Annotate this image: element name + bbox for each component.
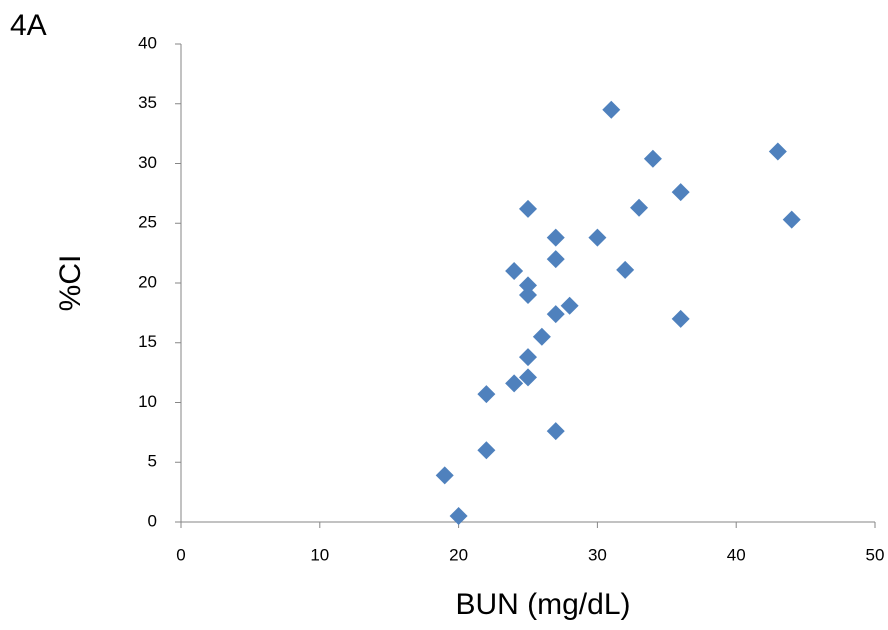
y-tick-label: 35 bbox=[138, 93, 157, 112]
y-tick-label: 0 bbox=[148, 511, 157, 530]
data-point bbox=[782, 210, 801, 229]
panel-label: 4A bbox=[10, 9, 47, 42]
data-point bbox=[546, 305, 565, 324]
data-point bbox=[519, 276, 537, 295]
y-tick-label: 30 bbox=[138, 153, 157, 172]
x-axis-title: BUN (mg/dL) bbox=[455, 588, 630, 621]
data-point bbox=[505, 374, 524, 393]
data-point bbox=[519, 368, 537, 387]
x-tick-label: 20 bbox=[449, 545, 468, 564]
y-tick-label: 40 bbox=[138, 33, 157, 52]
y-tick-label: 25 bbox=[138, 213, 157, 232]
data-point bbox=[602, 100, 621, 119]
data-point bbox=[505, 262, 524, 281]
data-point bbox=[546, 228, 565, 247]
data-point bbox=[519, 348, 537, 367]
data-point bbox=[671, 309, 690, 328]
y-tick-label: 10 bbox=[138, 392, 157, 411]
data-point bbox=[449, 507, 468, 526]
data-point bbox=[532, 327, 551, 346]
data-point bbox=[616, 260, 635, 279]
x-tick-label: 40 bbox=[727, 545, 746, 564]
data-point bbox=[546, 250, 565, 269]
data-point bbox=[560, 296, 579, 315]
data-point bbox=[477, 385, 496, 404]
data-point bbox=[671, 183, 690, 202]
x-tick-label: 10 bbox=[310, 545, 329, 564]
y-tick-label: 5 bbox=[148, 452, 157, 471]
data-point bbox=[435, 466, 454, 485]
data-point bbox=[588, 228, 607, 247]
data-point bbox=[519, 199, 537, 218]
y-axis-title: %CI bbox=[54, 255, 87, 312]
data-point bbox=[630, 198, 649, 217]
y-tick-label: 15 bbox=[138, 332, 157, 351]
data-point bbox=[519, 285, 537, 304]
data-point bbox=[643, 149, 662, 168]
x-tick-label: 0 bbox=[176, 545, 185, 564]
x-tick-label: 30 bbox=[588, 545, 607, 564]
data-point bbox=[546, 422, 565, 441]
data-point bbox=[477, 441, 496, 460]
data-point bbox=[768, 142, 787, 161]
y-tick-label: 20 bbox=[138, 272, 157, 291]
x-tick-label: 50 bbox=[866, 545, 885, 564]
